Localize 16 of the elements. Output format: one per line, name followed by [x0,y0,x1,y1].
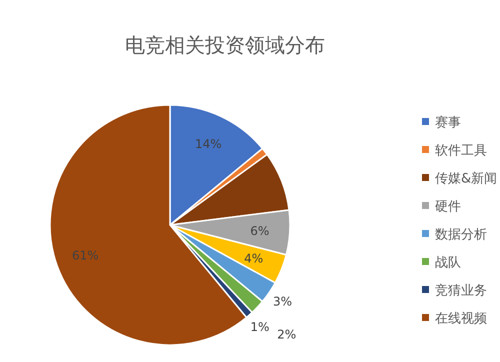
legend-label: 竞猜业务 [435,284,487,299]
legend-label: 软件工具 [435,144,487,159]
data-label: 3% [272,294,292,309]
data-label: 1% [250,320,270,334]
data-label: 61% [72,248,99,263]
data-label: 2% [277,328,296,342]
legend-label: 在线视频 [435,312,487,327]
legend-label: 硬件 [435,200,461,215]
legend-label: 传媒&新闻 [435,172,498,187]
data-label: 6% [250,224,270,238]
legend-label: 数据分析 [435,228,487,243]
legend-label: 战队 [435,256,461,271]
legend-label: 赛事 [435,114,461,131]
chart-title: 电竞相关投资领域分布 [125,33,325,57]
data-label: 14% [194,136,222,151]
data-label: 4% [244,251,264,266]
